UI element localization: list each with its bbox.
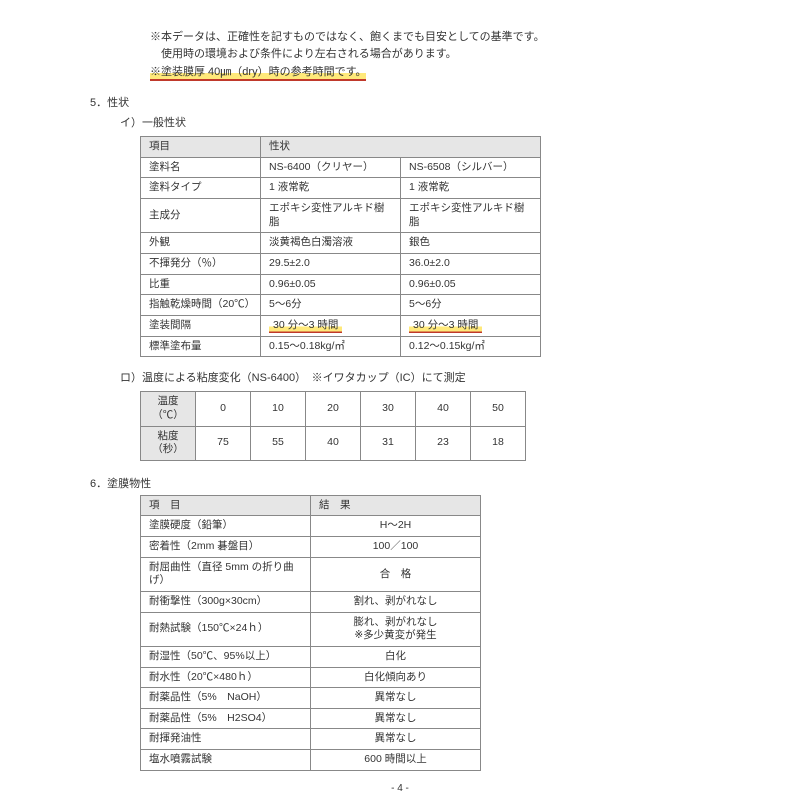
th: 項 目 [141, 495, 311, 516]
td: エポキシ変性アルキド樹脂 [401, 199, 541, 233]
subsection-5b: ロ）温度による粘度変化（NS-6400） ※イワタカップ（IC）にて測定 [120, 369, 710, 385]
note-line-2: 使用時の環境および条件により左右される場合があります。 [150, 47, 710, 62]
td: 10 [251, 392, 306, 426]
note-line-3-highlighted: ※塗装膜厚 40㎛（dry）時の参考時間です。 [150, 65, 710, 80]
section-5-heading: 5．性状 [90, 94, 710, 110]
td: 1 液常乾 [261, 178, 401, 199]
td: 標準塗布量 [141, 336, 261, 357]
td: 耐屈曲性（直径 5mm の折り曲げ） [141, 557, 311, 591]
page-number: - 4 - [0, 783, 800, 794]
td: 40 [416, 392, 471, 426]
td: 600 時間以上 [311, 750, 481, 771]
td: 異常なし [311, 729, 481, 750]
td: H～2H [311, 516, 481, 537]
td: 塗膜硬度（鉛筆） [141, 516, 311, 537]
td: 指触乾燥時間（20℃） [141, 295, 261, 316]
td: 白化傾向あり [311, 667, 481, 688]
td: 5～6分 [261, 295, 401, 316]
td: 31 [361, 426, 416, 460]
td: 0.15～0.18kg/㎡ [261, 336, 401, 357]
td: NS-6508（シルバー） [401, 157, 541, 178]
td: エポキシ変性アルキド樹脂 [261, 199, 401, 233]
td: 塗装間隔 [141, 315, 261, 336]
table-general-properties: 項目性状 塗料名NS-6400（クリヤー）NS-6508（シルバー） 塗料タイプ… [140, 136, 541, 357]
td: 55 [251, 426, 306, 460]
td: 耐薬品性（5% NaOH） [141, 688, 311, 709]
td: 耐湿性（50℃、95%以上） [141, 646, 311, 667]
td: 0 [196, 392, 251, 426]
td: 外観 [141, 233, 261, 254]
td: 膨れ、剥がれなし ※多少黄変が発生 [311, 612, 481, 646]
th: 項目 [141, 137, 261, 158]
th: 粘度（秒） [141, 426, 196, 460]
td: 異常なし [311, 688, 481, 709]
td: 75 [196, 426, 251, 460]
td: 銀色 [401, 233, 541, 254]
td: 耐薬品性（5% H2SO4） [141, 708, 311, 729]
table-film-properties: 項 目結 果 塗膜硬度（鉛筆）H～2H 密着性（2mm 碁盤目）100／100 … [140, 495, 481, 771]
td: 50 [471, 392, 526, 426]
td: 20 [306, 392, 361, 426]
document-page: ※本データは、正確性を記すものではなく、飽くまでも目安としての基準です。 使用時… [0, 0, 800, 800]
td: 主成分 [141, 199, 261, 233]
td: 0.96±0.05 [261, 274, 401, 295]
td: 密着性（2mm 碁盤目） [141, 537, 311, 558]
td: 塗料タイプ [141, 178, 261, 199]
th: 性状 [261, 137, 541, 158]
td: 不揮発分（％） [141, 254, 261, 275]
td: 比重 [141, 274, 261, 295]
section-6-heading: 6．塗膜物性 [90, 475, 710, 491]
section-6: 6．塗膜物性 項 目結 果 塗膜硬度（鉛筆）H～2H 密着性（2mm 碁盤目）1… [120, 475, 710, 771]
td: 23 [416, 426, 471, 460]
td: 塗料名 [141, 157, 261, 178]
td: 淡黄褐色白濁溶液 [261, 233, 401, 254]
td: 29.5±2.0 [261, 254, 401, 275]
td: 耐水性（20℃×480ｈ） [141, 667, 311, 688]
td: 5～6分 [401, 295, 541, 316]
td: 塩水噴霧試験 [141, 750, 311, 771]
table-viscosity: 温度（℃）01020304050 粘度（秒）755540312318 [140, 391, 526, 461]
td: 18 [471, 426, 526, 460]
td: 1 液常乾 [401, 178, 541, 199]
td: 耐揮発油性 [141, 729, 311, 750]
td: 0.96±0.05 [401, 274, 541, 295]
td-highlighted: 30 分～3 時間 [401, 315, 541, 336]
td: NS-6400（クリヤー） [261, 157, 401, 178]
td: 異常なし [311, 708, 481, 729]
td: 合 格 [311, 557, 481, 591]
td: 100／100 [311, 537, 481, 558]
td: 36.0±2.0 [401, 254, 541, 275]
td: 30 [361, 392, 416, 426]
note-line-1: ※本データは、正確性を記すものではなく、飽くまでも目安としての基準です。 [150, 30, 710, 45]
section-5: 5．性状 イ）一般性状 項目性状 塗料名NS-6400（クリヤー）NS-6508… [120, 94, 710, 461]
td: 40 [306, 426, 361, 460]
td: 白化 [311, 646, 481, 667]
td-highlighted: 30 分～3 時間 [261, 315, 401, 336]
th: 結 果 [311, 495, 481, 516]
th: 温度（℃） [141, 392, 196, 426]
td: 耐衝撃性（300g×30cm） [141, 591, 311, 612]
td: 0.12～0.15kg/㎡ [401, 336, 541, 357]
td: 耐熱試験（150℃×24ｈ） [141, 612, 311, 646]
subsection-5a: イ）一般性状 [120, 114, 710, 130]
td: 割れ、剥がれなし [311, 591, 481, 612]
